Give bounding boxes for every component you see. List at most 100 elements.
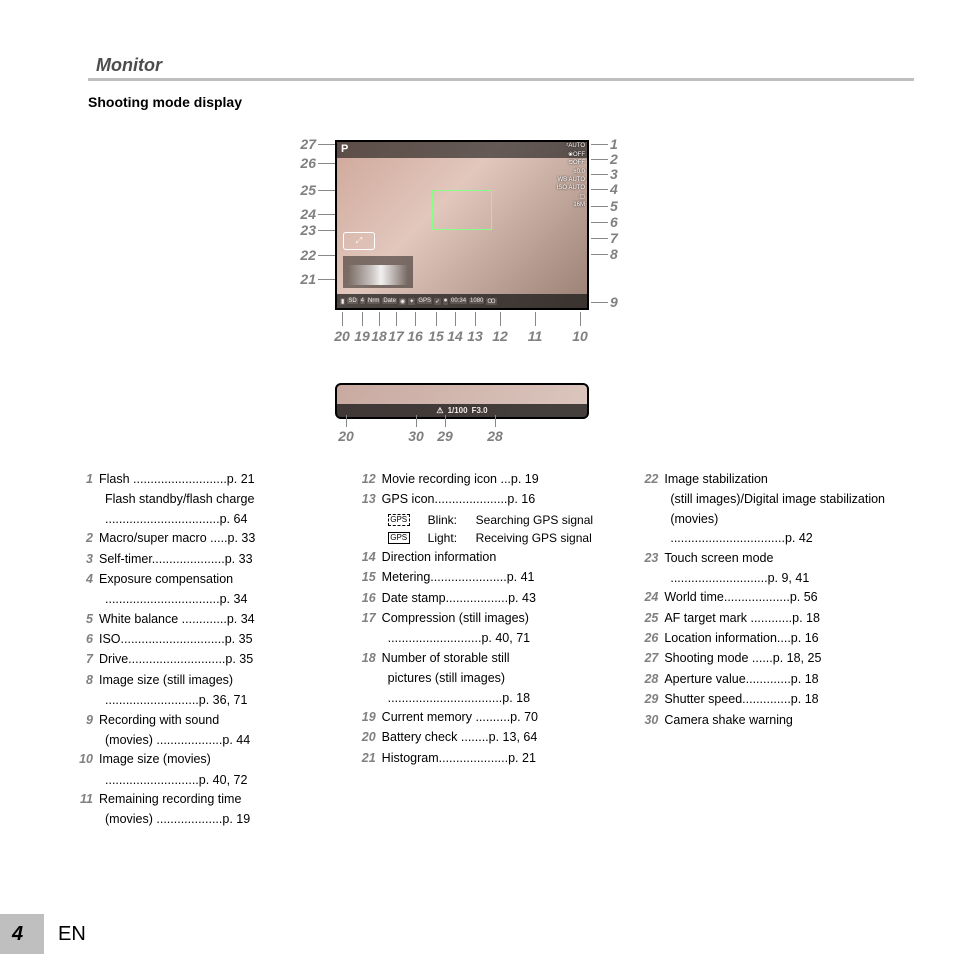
legend-item-number: 5 <box>75 610 99 629</box>
callout-number: 30 <box>405 428 427 444</box>
legend-subline: Flash standby/flash charge <box>75 490 344 509</box>
legend-item-number: 18 <box>358 649 382 668</box>
leader-line <box>500 312 501 326</box>
lcd-bottom-icon: ✦ <box>408 298 415 305</box>
section-title-bar: Monitor <box>88 55 914 81</box>
legend-item: 14Direction information <box>358 548 627 567</box>
leader-line <box>591 144 608 145</box>
legend-item: 30Camera shake warning <box>640 711 909 730</box>
legend-item-number: 23 <box>640 549 664 568</box>
legend-item-number: 11 <box>75 790 99 809</box>
legend-item-text: Location information....p. 16 <box>664 629 909 648</box>
leader-line <box>580 312 581 326</box>
legend-item: 22Image stabilization <box>640 470 909 489</box>
legend-subline: pictures (still images) <box>358 669 627 688</box>
lcd-right-icon: 16M <box>553 201 587 209</box>
legend-item-number: 4 <box>75 570 99 589</box>
lcd-bottom-icon: 00:34 <box>450 298 467 304</box>
callout-number: 9 <box>610 294 628 310</box>
legend-subline: ............................p. 9, 41 <box>640 569 909 588</box>
gps-text: Searching GPS signal <box>476 511 627 530</box>
legend-subline: (movies) ...................p. 19 <box>75 810 344 829</box>
legend-item: 17Compression (still images) <box>358 609 627 628</box>
lcd-bottom-icon: ➶ <box>434 298 441 305</box>
callout-number: 20 <box>331 328 353 344</box>
legend-item-number: 28 <box>640 670 664 689</box>
leader-line <box>396 312 397 326</box>
leader-line <box>475 312 476 326</box>
leader-line <box>318 214 335 215</box>
legend-item: 26Location information....p. 16 <box>640 629 909 648</box>
legend-subline: ...........................p. 40, 72 <box>75 771 344 790</box>
touch-mode-icon: ⤢ <box>343 232 375 250</box>
legend-item: 8Image size (still images) <box>75 671 344 690</box>
legend-item-number: 24 <box>640 588 664 607</box>
legend-item: 19Current memory ..........p. 70 <box>358 708 627 727</box>
legend-item: 15Metering......................p. 41 <box>358 568 627 587</box>
gps-text: Receiving GPS signal <box>476 529 627 548</box>
legend-item-text: AF target mark ............p. 18 <box>664 609 909 628</box>
callout-number: 8 <box>610 246 628 262</box>
leader-line <box>346 415 347 427</box>
legend-item-text: Drive............................p. 35 <box>99 650 344 669</box>
leader-line <box>591 159 608 160</box>
legend-subline: (still images)/Digital image stabilizati… <box>640 490 909 529</box>
lcd-right-icon: ᶻAUTO <box>553 142 587 150</box>
callout-number: 1 <box>610 136 628 152</box>
lcd-bottom-icon: Ꝏ <box>486 298 496 305</box>
legend-item: 25AF target mark ............p. 18 <box>640 609 909 628</box>
legend-item-number: 30 <box>640 711 664 730</box>
leader-line <box>591 254 608 255</box>
shutter-speed-value: 1/100 <box>448 406 468 415</box>
leader-line <box>416 415 417 427</box>
legend-item: 12Movie recording icon ...p. 19 <box>358 470 627 489</box>
legend-item: 10Image size (movies) <box>75 750 344 769</box>
gps-label: Blink: <box>428 511 472 530</box>
legend-item-number: 9 <box>75 711 99 730</box>
lcd-topbar <box>337 142 587 158</box>
leader-line <box>445 415 446 427</box>
lcd-right-icons: ᶻAUTO❀OFF⏲OFF±0.0WB AUTOISO AUTO▢16M <box>553 142 587 308</box>
leader-line <box>455 312 456 326</box>
callout-number: 26 <box>290 155 316 171</box>
legend-item-text: Image size (still images) <box>99 671 344 690</box>
legend-item: 18Number of storable still <box>358 649 627 668</box>
shooting-mode-icon: P <box>341 143 348 155</box>
legend-item: 16Date stamp..................p. 43 <box>358 589 627 608</box>
callout-number: 25 <box>290 182 316 198</box>
legend-item-text: Shooting mode ......p. 18, 25 <box>664 649 909 668</box>
leader-line <box>318 163 335 164</box>
legend-item: 13GPS icon.....................p. 16 <box>358 490 627 509</box>
aperture-value: F3.0 <box>472 406 488 415</box>
legend-item-text: ISO..............................p. 35 <box>99 630 344 649</box>
legend-item-text: Self-timer.....................p. 33 <box>99 550 344 569</box>
legend-item: 4Exposure compensation <box>75 570 344 589</box>
legend-subline: .................................p. 34 <box>75 590 344 609</box>
legend-item-number: 22 <box>640 470 664 489</box>
legend-subline: ...........................p. 40, 71 <box>358 629 627 648</box>
legend-item-text: Histogram....................p. 21 <box>382 749 627 768</box>
leader-line <box>318 279 335 280</box>
lcd-screen: P ᶻAUTO❀OFF⏲OFF±0.0WB AUTOISO AUTO▢16M ⤢… <box>335 140 589 310</box>
legend-item-text: Exposure compensation <box>99 570 344 589</box>
legend-item-number: 3 <box>75 550 99 569</box>
callout-number: 29 <box>434 428 456 444</box>
callout-number: 24 <box>290 206 316 222</box>
legend-item-text: Movie recording icon ...p. 19 <box>382 470 627 489</box>
page-number: 4 <box>12 923 23 946</box>
legend-item-text: Macro/super macro .....p. 33 <box>99 529 344 548</box>
lcd-bottom-icon: GPS <box>417 298 432 304</box>
lcd-right-icon: WB AUTO <box>553 176 587 184</box>
legend-col-2: 12Movie recording icon ...p. 1913GPS ico… <box>358 470 627 830</box>
lcd-bottom-icon: Nrm <box>367 298 380 304</box>
legend-col-1: 1Flash ...........................p. 21F… <box>75 470 344 830</box>
leader-line <box>591 206 608 207</box>
legend-columns: 1Flash ...........................p. 21F… <box>75 470 909 830</box>
gps-icon: GPS <box>388 532 410 544</box>
legend-subline: .................................p. 64 <box>75 510 344 529</box>
legend-item-text: Aperture value.............p. 18 <box>664 670 909 689</box>
leader-line <box>591 222 608 223</box>
lcd-bottom-icon: ▮ <box>340 298 345 305</box>
leader-line <box>591 302 608 303</box>
legend-item-text: Camera shake warning <box>664 711 909 730</box>
